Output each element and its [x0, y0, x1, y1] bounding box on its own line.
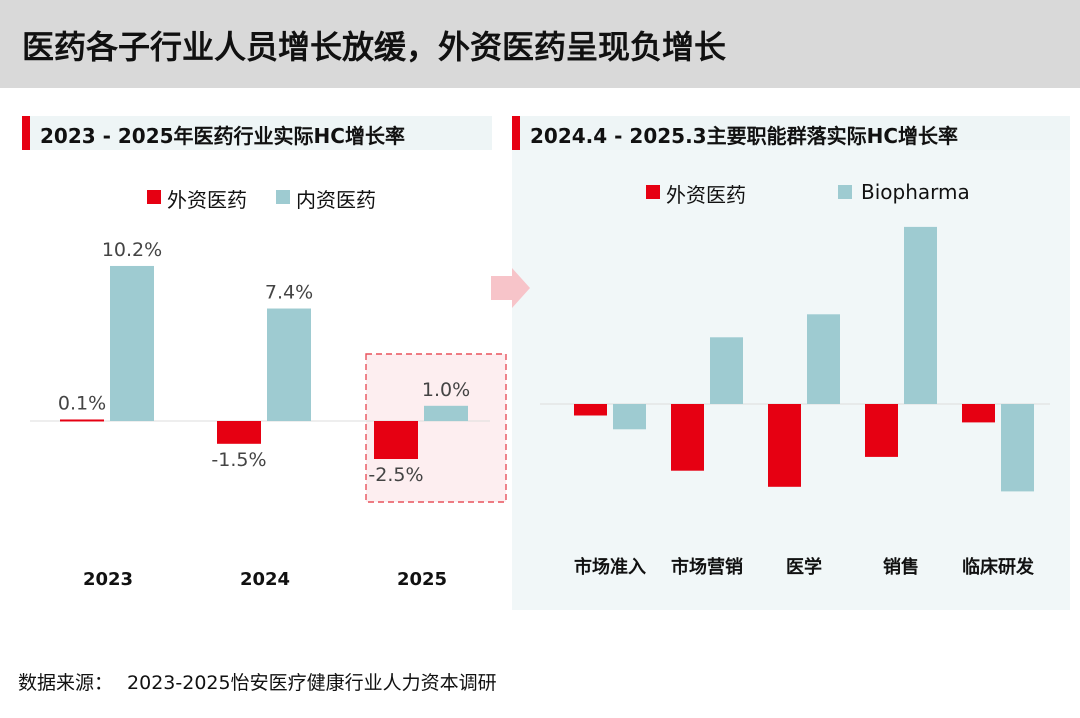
right-chart-background	[512, 150, 1070, 610]
left-chart-title: 2023 - 2025年医药行业实际HC增长率	[40, 124, 405, 148]
legend-swatch-domestic	[276, 190, 290, 204]
legend-label-foreign: 外资医药	[167, 188, 247, 212]
data-label-foreign-2024: -1.5%	[211, 449, 266, 471]
data-label-domestic-2025: 1.0%	[422, 379, 470, 401]
data-label-domestic-2024: 7.4%	[265, 282, 313, 304]
header-banner: 医药各子行业人员增长放缓，外资医药呈现负增长	[0, 0, 1080, 88]
x-tick-label-临床研发: 临床研发	[962, 556, 1035, 578]
bar-foreign-市场准入	[574, 404, 607, 416]
x-tick-label-2025: 2025	[397, 569, 447, 590]
bar-biopharma-市场营销	[710, 337, 743, 404]
left-panel-title-bar: 2023 - 2025年医药行业实际HC增长率	[22, 116, 492, 150]
data-label-foreign-2023: 0.1%	[58, 392, 106, 414]
bar-foreign-2024	[217, 421, 261, 444]
x-tick-label-销售: 销售	[883, 556, 919, 578]
x-tick-label-2023: 2023	[83, 569, 133, 590]
source-note: 数据来源： 2023-2025怡安医疗健康行业人力资本调研	[18, 668, 497, 695]
legend-label-domestic: 内资医药	[296, 188, 376, 212]
x-tick-label-市场准入: 市场准入	[574, 556, 646, 578]
x-tick-label-市场营销: 市场营销	[671, 556, 743, 578]
legend-swatch-biopharma	[838, 185, 852, 199]
bar-biopharma-市场准入	[613, 404, 646, 430]
right-panel-title-bar: 2024.4 - 2025.3主要职能群落实际HC增长率	[512, 116, 1070, 150]
transition-arrow-icon	[491, 268, 530, 308]
title-accent-bar	[22, 116, 30, 150]
x-tick-label-医学: 医学	[786, 556, 822, 578]
source-text: 2023-2025怡安医疗健康行业人力资本调研	[127, 672, 497, 694]
source-label: 数据来源：	[18, 672, 114, 694]
right-chart-title: 2024.4 - 2025.3主要职能群落实际HC增长率	[530, 124, 958, 148]
bar-biopharma-医学	[807, 314, 840, 404]
x-tick-label-2024: 2024	[240, 569, 290, 590]
bar-biopharma-销售	[904, 226, 937, 404]
bar-foreign-市场营销	[671, 404, 704, 471]
data-label-foreign-2025: -2.5%	[368, 464, 423, 486]
data-label-domestic-2023: 10.2%	[102, 239, 162, 261]
bar-foreign-临床研发	[962, 404, 995, 423]
legend-label-foreign-right: 外资医药	[666, 183, 746, 207]
legend-swatch-foreign-right	[646, 185, 660, 199]
title-accent-bar	[512, 116, 520, 150]
bar-foreign-2025	[374, 421, 418, 459]
legend-label-biopharma: Biopharma	[861, 180, 970, 204]
page-title: 医药各子行业人员增长放缓，外资医药呈现负增长	[22, 28, 727, 66]
bar-domestic-2025	[424, 405, 468, 421]
bar-foreign-销售	[865, 404, 898, 457]
bar-foreign-2023	[60, 419, 104, 422]
bar-biopharma-临床研发	[1001, 404, 1034, 492]
bar-foreign-医学	[768, 404, 801, 487]
legend-swatch-foreign	[147, 190, 161, 204]
bar-domestic-2023	[110, 265, 154, 421]
bar-domestic-2024	[267, 308, 311, 421]
